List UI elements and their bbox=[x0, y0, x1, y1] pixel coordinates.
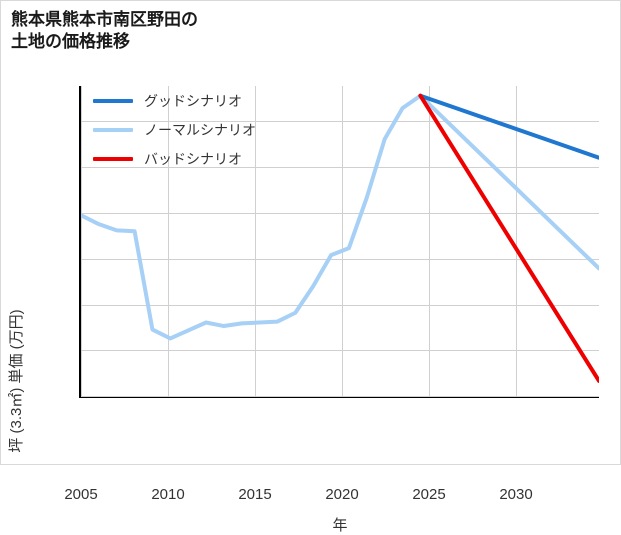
chart-legend: グッドシナリオ ノーマルシナリオ バッドシナリオ bbox=[93, 91, 256, 169]
x-tick-label: 2020 bbox=[325, 486, 359, 503]
gridline-y-14-0 bbox=[81, 167, 599, 168]
gridline-y-14-5 bbox=[81, 121, 599, 122]
chart-title: 熊本県熊本市南区野田の 土地の価格推移 bbox=[11, 10, 198, 52]
series-line-bad bbox=[418, 93, 599, 383]
legend-swatch-good-icon bbox=[93, 99, 133, 103]
x-tick-label: 2015 bbox=[238, 486, 272, 503]
gridline-y-13-0 bbox=[81, 259, 599, 260]
gridline-x-2025 bbox=[429, 86, 430, 396]
gridline-y-13-5 bbox=[81, 213, 599, 214]
x-axis-label: 年 bbox=[332, 517, 348, 534]
x-tick-label: 2030 bbox=[499, 486, 533, 503]
plot-inner bbox=[81, 86, 599, 397]
series-line-normal bbox=[81, 93, 599, 341]
y-axis-label: 坪 (3.3㎡) 単価 (万円) bbox=[8, 309, 25, 453]
gridline-x-2005 bbox=[81, 86, 82, 396]
series-line-good bbox=[418, 93, 599, 160]
legend-label-bad: バッドシナリオ bbox=[144, 151, 242, 167]
gridline-x-2015 bbox=[255, 86, 256, 396]
legend-label-normal: ノーマルシナリオ bbox=[144, 122, 256, 138]
chart-lines bbox=[81, 93, 599, 383]
gridline-y-12-5 bbox=[81, 305, 599, 306]
legend-item-good: グッドシナリオ bbox=[93, 91, 256, 111]
legend-item-normal: ノーマルシナリオ bbox=[93, 120, 256, 140]
y-axis-label-wrap: 坪 (3.3㎡) 単価 (万円) bbox=[8, 116, 37, 452]
legend-label-good: グッドシナリオ bbox=[144, 93, 242, 109]
legend-swatch-bad-icon bbox=[93, 157, 133, 161]
gridline-y-12-0 bbox=[81, 350, 599, 351]
legend-swatch-normal-icon bbox=[93, 128, 133, 132]
gridline-y-11-5 bbox=[81, 396, 599, 397]
gridline-x-2030 bbox=[516, 86, 517, 396]
x-tick-label: 2005 bbox=[64, 486, 98, 503]
x-tick-label: 2010 bbox=[151, 486, 185, 503]
legend-item-bad: バッドシナリオ bbox=[93, 149, 256, 169]
gridline-x-2020 bbox=[342, 86, 343, 396]
x-tick-label: 2025 bbox=[412, 486, 446, 503]
gridline-x-2010 bbox=[168, 86, 169, 396]
